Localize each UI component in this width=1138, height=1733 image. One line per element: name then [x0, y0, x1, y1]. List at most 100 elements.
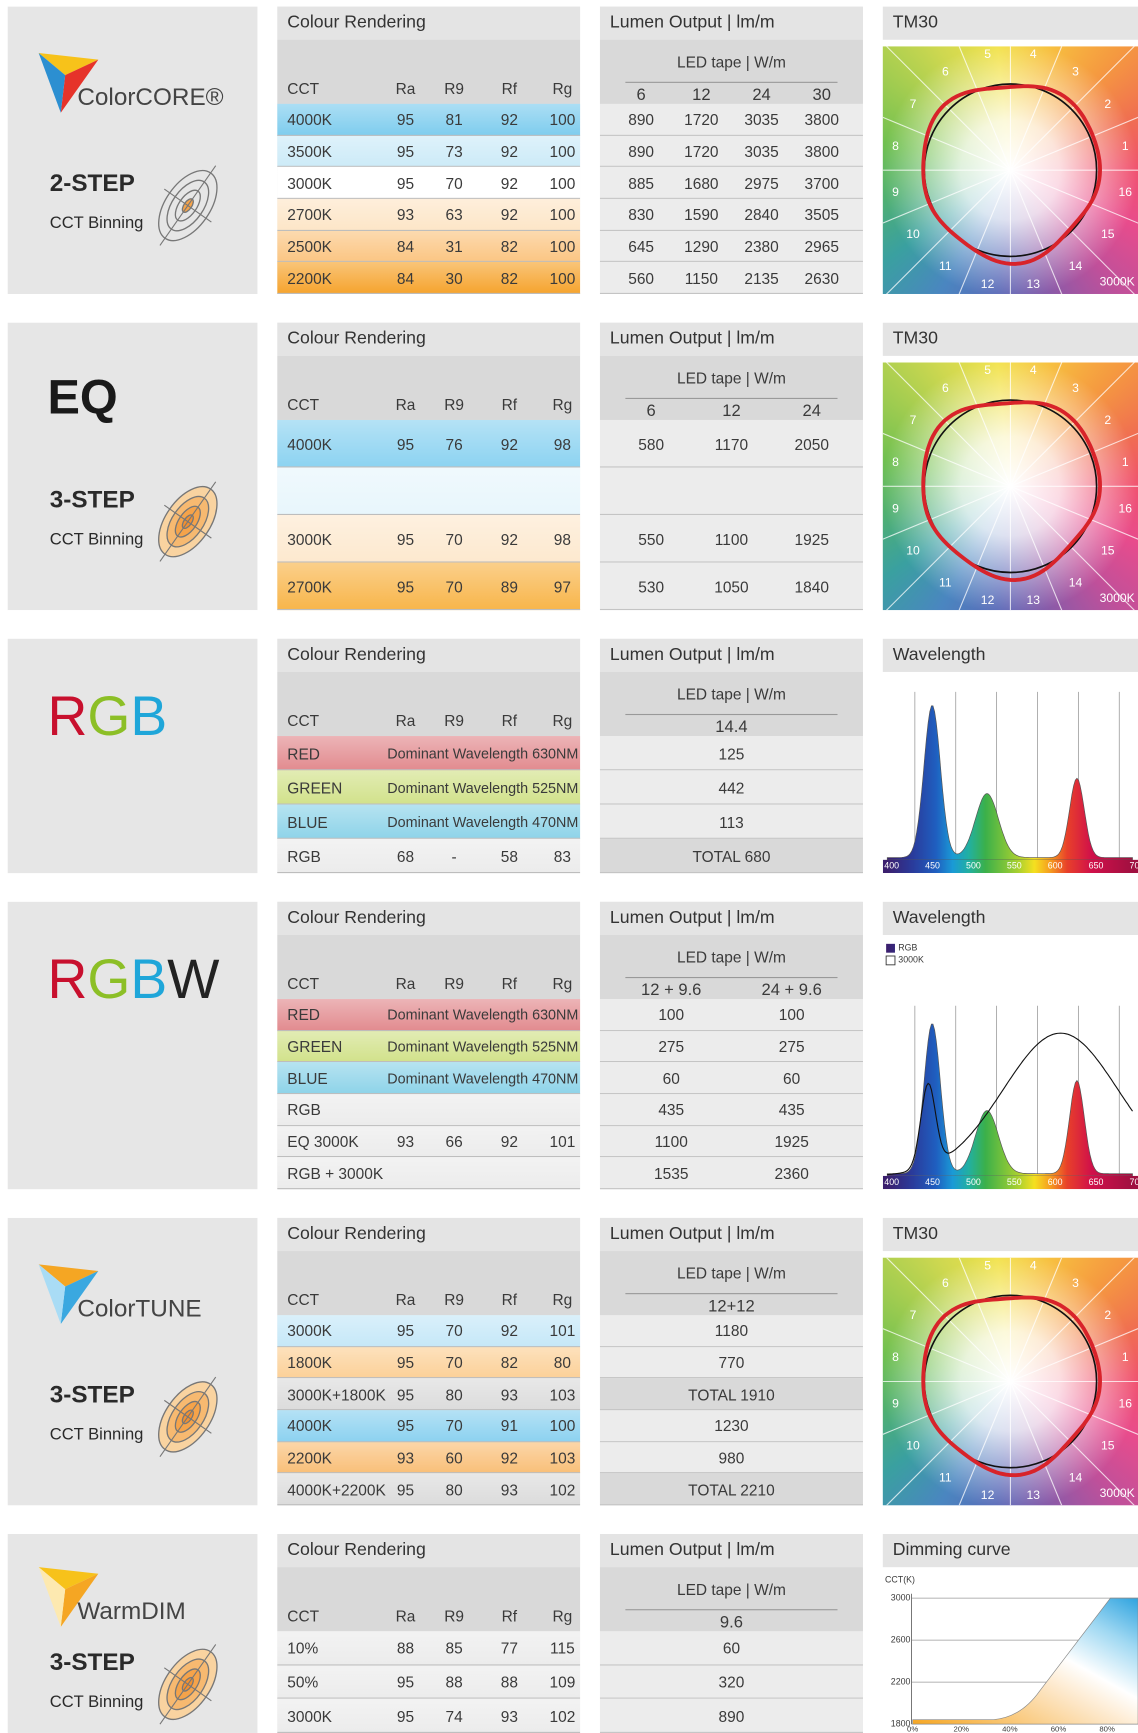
column-header: 12+12: [708, 1298, 755, 1315]
table-cell: 2840: [744, 207, 778, 222]
column-header: Rf: [502, 976, 517, 991]
table-cell: 88: [446, 1674, 463, 1689]
table-cell: 2200K: [287, 270, 332, 285]
sector-line: [1010, 170, 1103, 294]
table-cell: 88: [501, 1674, 518, 1689]
table-cell: 93: [397, 1450, 414, 1465]
table-cell: 3035: [744, 144, 778, 159]
table-cell: 3000K: [287, 175, 332, 190]
cct-note: 3000K: [1100, 1488, 1135, 1500]
hue-bin-label: 12: [981, 1490, 995, 1502]
column-header: 30: [813, 87, 831, 104]
table-cell: 1230: [714, 1418, 748, 1433]
hue-bin-label: 12: [981, 279, 995, 291]
table-cell: GREEN: [287, 1039, 342, 1054]
table-cell: 95: [397, 1323, 414, 1338]
y-tick-label: 2200: [891, 1678, 911, 1687]
table-cell: 92: [501, 112, 518, 127]
graphic: [8, 1218, 258, 1505]
table-cell: 2380: [744, 239, 778, 254]
table-cell: 109: [549, 1674, 575, 1689]
logo-panel: RGBW: [8, 902, 258, 1189]
sector-line: [883, 170, 1011, 294]
table-cell: 770: [719, 1355, 745, 1370]
hue-bin-label: 8: [892, 1353, 899, 1365]
side-panel: TM30123456789101112131415163000K: [883, 7, 1138, 294]
table-cell: 68: [397, 848, 414, 863]
table-cell: 81: [446, 112, 463, 127]
lumen-output-table: Lumen Output | lm/mLED tape | W/m6122458…: [600, 323, 863, 610]
table-cell: 95: [397, 1418, 414, 1433]
logo-panel: ColorCORE®2-STEPCCT Binning: [8, 7, 258, 294]
table-cell: 2700K: [287, 207, 332, 222]
table-cell: 1680: [684, 175, 718, 190]
table-cell: 103: [549, 1450, 575, 1465]
x-tick-label: 400: [884, 862, 899, 871]
table-cell: 82: [501, 1355, 518, 1370]
table-cell: 92: [501, 436, 518, 451]
table-cell: 2200K: [287, 1450, 332, 1465]
table-cell: RGB: [287, 848, 321, 863]
table-title: Lumen Output | lm/m: [610, 1542, 775, 1560]
binning-label: CCT Binning: [50, 215, 144, 232]
column-header: 12: [722, 403, 740, 420]
table-title: Lumen Output | lm/m: [610, 14, 775, 32]
table-cell: 3000K: [287, 531, 332, 546]
dimming-area: [913, 1598, 1138, 1724]
hue-bin-label: 3: [1072, 383, 1079, 395]
hue-bin-label: 2: [1104, 1310, 1111, 1322]
column-header: Rf: [502, 1292, 517, 1307]
table-cell: 95: [397, 579, 414, 594]
table-cell: 92: [501, 1323, 518, 1338]
subtitle-rule: [625, 1609, 837, 1610]
hue-bin-label: 3: [1072, 1278, 1079, 1290]
hue-bin-label: 15: [1101, 1440, 1115, 1452]
table-cell: GREEN: [287, 780, 342, 795]
table-cell: 3000K: [287, 1708, 332, 1723]
hue-bin-label: 10: [906, 545, 920, 557]
table-subtitle: LED tape | W/m: [677, 370, 786, 385]
table-cell: -: [452, 848, 457, 863]
table-cell: TOTAL 1910: [688, 1387, 775, 1402]
binning-step: 3-STEP: [50, 1383, 135, 1407]
hue-bin-label: 11: [939, 1473, 952, 1485]
table-cell: 580: [638, 436, 664, 451]
table-cell: 1180: [715, 1323, 748, 1338]
table-row: [600, 1126, 863, 1158]
table-title: Colour Rendering: [287, 1542, 426, 1560]
table-title: Colour Rendering: [287, 647, 426, 665]
table-cell: 60: [723, 1640, 740, 1655]
table-cell: 125: [719, 745, 745, 760]
table-cell: 3000K+1800K: [287, 1387, 385, 1402]
table-cell: 1100: [655, 1134, 688, 1149]
table-cell: 1050: [714, 579, 748, 594]
panel-chart: 400450500550600650700: [883, 679, 1138, 874]
table-title: Lumen Output | lm/m: [610, 647, 775, 665]
hue-bin-label: 3: [1072, 67, 1079, 79]
table-cell: 91: [501, 1418, 518, 1433]
graphic: [8, 7, 258, 294]
table-cell: 100: [549, 175, 575, 190]
table-cell: 1170: [715, 436, 748, 451]
table-cell: 73: [446, 144, 463, 159]
table-cell: 31: [446, 239, 463, 254]
table-cell: 435: [779, 1102, 805, 1117]
binning-axis: [164, 189, 211, 222]
table-cell: Dominant Wavelength 630NM: [387, 1008, 578, 1022]
table-cell: 58: [501, 848, 518, 863]
x-tick-label: 0%: [907, 1726, 918, 1733]
sector-line: [883, 486, 1011, 610]
table-cell: 115: [550, 1640, 575, 1655]
table-cell: 890: [719, 1708, 745, 1723]
column-header: CCT: [287, 713, 319, 728]
table-cell: 74: [446, 1708, 463, 1723]
table-cell: 3700: [805, 175, 839, 190]
x-tick-label: 450: [925, 862, 940, 871]
table-cell: 95: [397, 1387, 414, 1402]
graphic: [883, 1258, 1138, 1506]
sector-line: [1010, 46, 1103, 170]
